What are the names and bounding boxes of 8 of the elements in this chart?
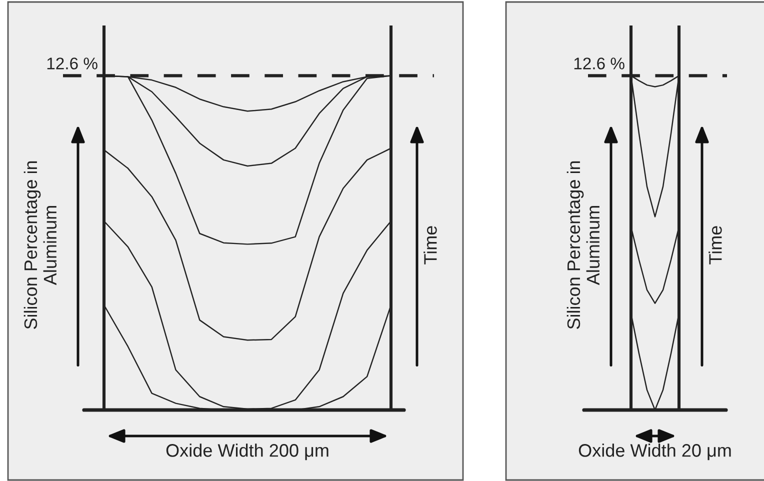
text: Time [424, 226, 437, 264]
x-axis-title: Oxide Width 200 μm [166, 444, 328, 460]
x-axis-title: Oxide Width 20 μm [578, 444, 731, 460]
text: 12.6 % [574, 58, 624, 70]
text: Time [708, 226, 722, 264]
y-axis-title: Silicon Percentage in Aluminum [566, 161, 600, 329]
text: 12.6 % [47, 58, 98, 70]
y-axis-title: Silicon Percentage in Aluminum [24, 161, 57, 329]
